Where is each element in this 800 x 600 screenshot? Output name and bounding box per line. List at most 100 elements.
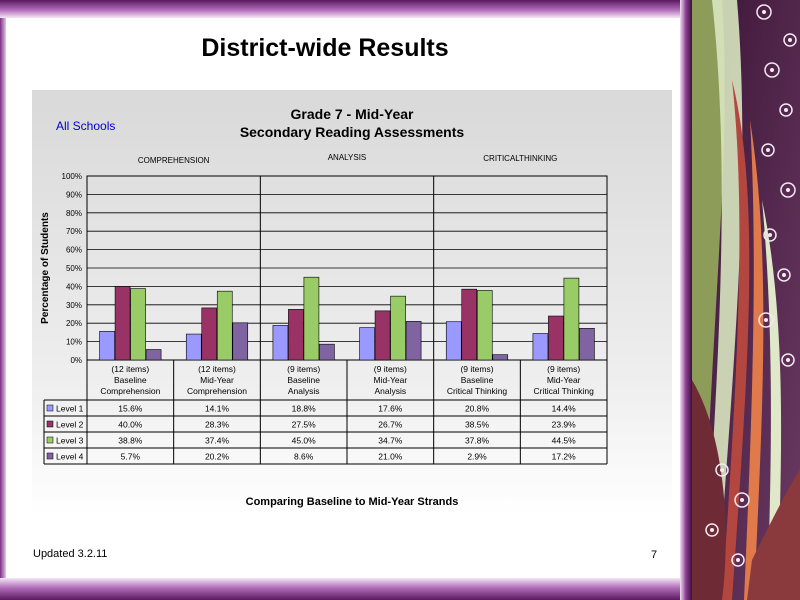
category-label: (9 items) [547,364,580,374]
bar [232,322,249,361]
table-value: 17.6% [378,404,403,414]
category-label: (12 items) [111,364,149,374]
table-value: 23.9% [552,420,577,430]
legend-swatch [46,452,54,460]
decorative-floral-panel [692,0,800,600]
chart-title: Grade 7 - Mid-Year [291,106,414,122]
category-label: Analysis [288,386,320,396]
table-value: 45.0% [292,436,317,446]
slide-top-band [0,0,690,18]
slide-divider [680,0,692,600]
category-label: Critical Thinking [447,386,508,396]
table-value: 38.8% [118,436,143,446]
y-tick-label: 30% [66,301,82,310]
legend-label: Level 1 [56,404,84,414]
table-value: 37.4% [205,436,230,446]
table-value: 2.9% [467,452,487,462]
chart-subtitle: Secondary Reading Assessments [240,124,465,140]
table-value: 27.5% [292,420,317,430]
y-tick-label: 90% [66,190,82,199]
legend-label: Level 3 [56,436,84,446]
y-tick-label: 20% [66,319,82,328]
bar [579,328,595,361]
bar [476,290,493,361]
category-label: (12 items) [198,364,236,374]
table-value: 26.7% [378,420,403,430]
bar [288,309,304,361]
y-tick-label: 40% [66,282,82,291]
updated-date: Updated 3.2.11 [33,548,108,560]
page-number: 7 [651,549,658,561]
category-label: Mid-Year [373,375,407,385]
bar [114,286,131,361]
legend-swatch [46,404,54,412]
table-value: 5.7% [121,452,141,462]
category-label: Baseline [287,375,320,385]
y-tick-label: 0% [70,356,82,365]
bar [319,343,335,361]
legend-swatch [46,420,54,428]
table-value: 20.2% [205,452,230,462]
category-label: (9 items) [460,364,493,374]
chart-svg: Grade 7 - Mid-Year Secondary Reading Asse… [40,106,608,508]
bar [201,307,218,361]
group-label: COMPREHENSION [138,156,210,165]
table-value: 34.7% [378,436,403,446]
y-tick-label: 50% [66,264,82,273]
y-tick-label: 100% [62,172,82,181]
slide-title: District-wide Results [201,34,449,62]
bar [185,333,202,361]
group-label: ANALYSIS [328,153,367,162]
table-value: 17.2% [552,452,577,462]
table-value: 21.0% [378,452,403,462]
table-value: 14.1% [205,404,230,414]
category-label: Analysis [375,386,407,396]
slide-bottom-band [0,578,690,600]
table-value: 8.6% [294,452,314,462]
table-value: 38.5% [465,420,490,430]
table-value: 37.8% [465,436,490,446]
y-tick-label: 70% [66,227,82,236]
bar [130,288,146,361]
bar [492,354,509,361]
chart-panel: Grade 7 - Mid-Year Secondary Reading Asse… [32,90,672,515]
group-label: CRITICALTHINKING [483,154,557,163]
legend-label: Level 2 [56,420,84,430]
y-tick-label: 60% [66,246,82,255]
bar [532,333,549,361]
bar [563,277,580,361]
bar [390,295,406,361]
bar [99,330,115,361]
bar [461,288,478,361]
table-value: 40.0% [118,420,143,430]
bar [145,349,162,361]
bar [445,321,462,361]
bar [405,321,422,361]
legend-label: Level 4 [56,452,84,462]
y-tick-label: 10% [66,338,82,347]
category-label: (9 items) [374,364,407,374]
bar [359,327,375,361]
y-axis-title: Percentage of Students [40,212,51,324]
scope-label: All Schools [56,119,115,133]
category-label: Mid-Year [200,375,234,385]
category-label: Baseline [114,375,147,385]
category-label: Comprehension [100,386,160,396]
table-value: 44.5% [552,436,577,446]
bar [374,310,391,361]
bar [548,315,564,361]
table-value: 15.6% [118,404,143,414]
legend-swatch [46,436,54,444]
bar [303,276,320,361]
category-label: Baseline [461,375,494,385]
category-label: Mid-Year [547,375,581,385]
bar [272,325,289,361]
table-value: 18.8% [292,404,317,414]
table-value: 28.3% [205,420,230,430]
category-label: Comprehension [187,386,247,396]
category-label: Critical Thinking [534,386,595,396]
y-tick-label: 80% [66,209,82,218]
bar [216,290,233,361]
category-label: (9 items) [287,364,320,374]
table-value: 14.4% [552,404,577,414]
